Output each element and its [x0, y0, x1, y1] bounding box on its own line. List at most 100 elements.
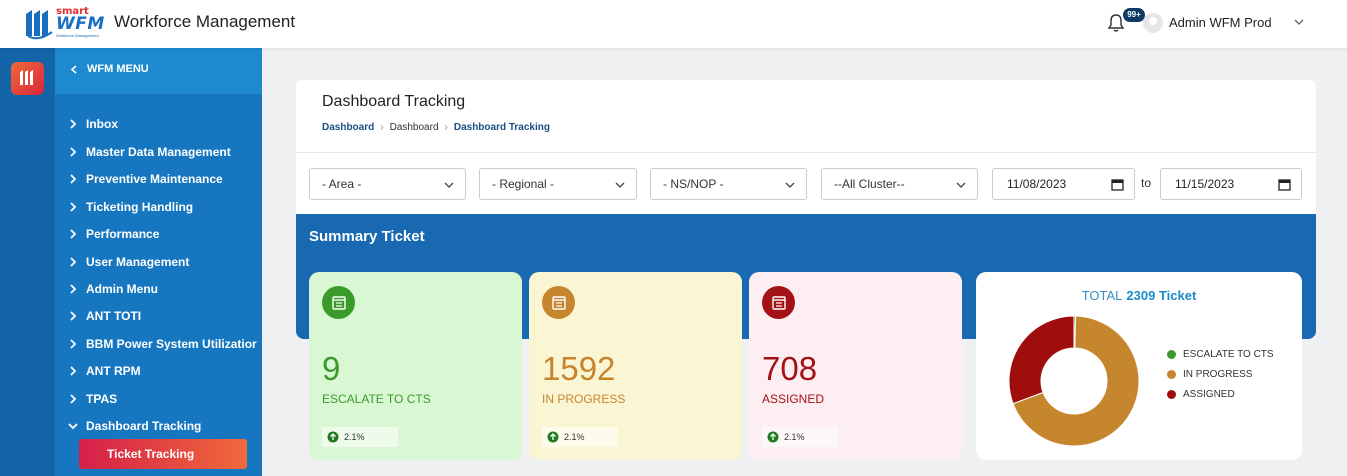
breadcrumb-item[interactable]: Dashboard	[389, 122, 439, 133]
logo-wfm-text: WFM	[56, 14, 105, 34]
calendar-icon[interactable]	[1111, 178, 1124, 191]
wfm-logo-icon[interactable]	[24, 6, 108, 42]
chevron-right-icon	[70, 366, 77, 376]
date-to-value: 11/15/2023	[1175, 177, 1235, 191]
sidebar-item-label: Dashboard Tracking	[86, 419, 202, 433]
calendar-icon[interactable]	[1278, 178, 1291, 191]
date-range-to-label: to	[1141, 176, 1152, 190]
sidebar-header[interactable]: WFM MENU	[70, 63, 149, 75]
filter-bar: - Area - - Regional - - NS/NOP - --All C…	[296, 152, 1316, 214]
stat-card-in-progress[interactable]: 1592 IN PROGRESS 2.1%	[529, 272, 742, 460]
legend-label: ASSIGNED	[1183, 389, 1235, 400]
chevron-down-icon	[444, 182, 454, 188]
date-from-value: 11/08/2023	[1007, 177, 1067, 191]
sidebar-item-label: Performance	[86, 227, 160, 241]
legend-label: IN PROGRESS	[1183, 369, 1253, 380]
sidebar-item-ticketing-handling[interactable]: Ticketing Handling	[67, 196, 193, 218]
regional-select[interactable]: - Regional -	[479, 168, 637, 200]
chevron-right-icon	[70, 311, 77, 321]
arrow-up-icon	[767, 431, 779, 443]
date-from-input[interactable]: 11/08/2023	[992, 168, 1135, 200]
logo-subtitle: Workforce Management	[56, 33, 99, 38]
notification-badge: 99+	[1123, 8, 1145, 22]
chevron-right-icon	[70, 147, 77, 157]
ns-nop-select[interactable]: - NS/NOP -	[650, 168, 807, 200]
user-avatar[interactable]	[1143, 13, 1163, 33]
stat-change: 2.1%	[762, 427, 838, 447]
app-title: Workforce Management	[114, 12, 296, 31]
legend-item[interactable]: ASSIGNED	[1167, 389, 1235, 400]
legend-item[interactable]: ESCALATE TO CTS	[1167, 349, 1274, 360]
legend-item[interactable]: IN PROGRESS	[1167, 369, 1252, 380]
sidebar-item-label: Preventive Maintenance	[86, 172, 223, 186]
chevron-right-icon	[70, 394, 77, 404]
chevron-down-icon	[956, 182, 966, 188]
sidebar-item-ant-rpm[interactable]: ANT RPM	[67, 360, 141, 382]
chevron-right-icon	[70, 174, 77, 184]
sidebar-item-dashboard-tracking[interactable]: Dashboard Tracking	[67, 415, 201, 437]
sidebar-item-admin-menu[interactable]: Admin Menu	[67, 278, 158, 300]
sidebar-item-bbm-power[interactable]: BBM Power System Utilizatior	[67, 333, 257, 355]
breadcrumb-item[interactable]: Dashboard	[322, 122, 375, 133]
regional-select-value: - Regional -	[492, 177, 555, 191]
sidebar-item-ant-toti[interactable]: ANT TOTI	[67, 305, 141, 327]
breadcrumb-separator-icon: ›	[380, 122, 384, 133]
stat-value: 1592	[542, 350, 616, 387]
legend-swatch	[1167, 390, 1176, 399]
notification-bell-icon[interactable]	[1106, 13, 1126, 33]
sidebar-item-tpas[interactable]: TPAS	[67, 388, 117, 410]
ticket-donut-card: TOTAL 2309 Ticket ESCALATE TO CTS IN PROG…	[976, 272, 1302, 460]
stat-value: 9	[322, 350, 341, 387]
sidebar-item-performance[interactable]: Performance	[67, 223, 159, 245]
donut-slice-assigned[interactable]	[1008, 315, 1075, 405]
area-select[interactable]: - Area -	[309, 168, 466, 200]
stat-label: ESCALATE TO CTS	[322, 392, 431, 406]
chevron-down-icon	[68, 423, 78, 430]
legend-swatch	[1167, 370, 1176, 379]
sidebar-item-label: Ticketing Handling	[86, 200, 194, 214]
ticket-icon	[322, 286, 355, 319]
ns-nop-select-value: - NS/NOP -	[663, 177, 724, 191]
legend-label: ESCALATE TO CTS	[1183, 349, 1274, 360]
breadcrumb: Dashboard › Dashboard › Dashboard Tracki…	[322, 122, 550, 133]
stat-change-value: 2.1%	[344, 432, 365, 442]
chevron-left-icon	[70, 64, 77, 74]
stat-card-assigned[interactable]: 708 ASSIGNED 2.1%	[749, 272, 962, 460]
stat-label: ASSIGNED	[762, 392, 825, 406]
wfm-app-icon[interactable]	[11, 62, 44, 95]
stat-card-escalate[interactable]: 9 ESCALATE TO CTS 2.1%	[309, 272, 522, 460]
sidebar-item-label: Inbox	[86, 117, 118, 131]
date-to-input[interactable]: 11/15/2023	[1160, 168, 1302, 200]
sidebar-item-label: Admin Menu	[86, 282, 158, 296]
donut-slice-in-progress[interactable]	[1012, 315, 1140, 447]
sidebar-item-master-data[interactable]: Master Data Management	[67, 141, 231, 163]
sidebar-item-label: BBM Power System Utilizatior	[86, 337, 257, 351]
stat-change-value: 2.1%	[784, 432, 805, 442]
logo-smart-text: smart	[56, 6, 89, 17]
chevron-right-icon	[70, 229, 77, 239]
chevron-right-icon	[70, 339, 77, 349]
page-header-card: Dashboard Tracking Dashboard › Dashboard…	[296, 80, 1316, 152]
sidebar-item-preventive-maintenance[interactable]: Preventive Maintenance	[67, 168, 223, 190]
sidebar-item-label: Master Data Management	[86, 145, 231, 159]
donut-total-value: 2309 Ticket	[1126, 288, 1197, 303]
chevron-down-icon[interactable]	[1292, 15, 1306, 29]
page-title: Dashboard Tracking	[322, 93, 466, 110]
chevron-right-icon	[70, 202, 77, 212]
sidebar: WFM MENU Inbox Master Data Management Pr…	[55, 48, 262, 476]
cluster-select[interactable]: --All Cluster--	[821, 168, 978, 200]
sidebar-item-inbox[interactable]: Inbox	[67, 113, 118, 135]
ticket-icon	[542, 286, 575, 319]
stat-label: IN PROGRESS	[542, 392, 626, 406]
chevron-down-icon	[785, 182, 795, 188]
sidebar-item-label: ANT TOTI	[86, 309, 142, 323]
sidebar-header-label: WFM MENU	[87, 63, 149, 75]
stat-change-value: 2.1%	[564, 432, 585, 442]
sidebar-item-user-management[interactable]: User Management	[67, 251, 189, 273]
summary-title: Summary Ticket	[309, 228, 425, 245]
ticket-donut-chart	[1008, 315, 1140, 447]
arrow-up-icon	[547, 431, 559, 443]
chevron-down-icon	[615, 182, 625, 188]
sidebar-subitem-ticket-tracking[interactable]: Ticket Tracking	[79, 439, 247, 469]
user-name[interactable]: Admin WFM Prod	[1169, 15, 1272, 30]
